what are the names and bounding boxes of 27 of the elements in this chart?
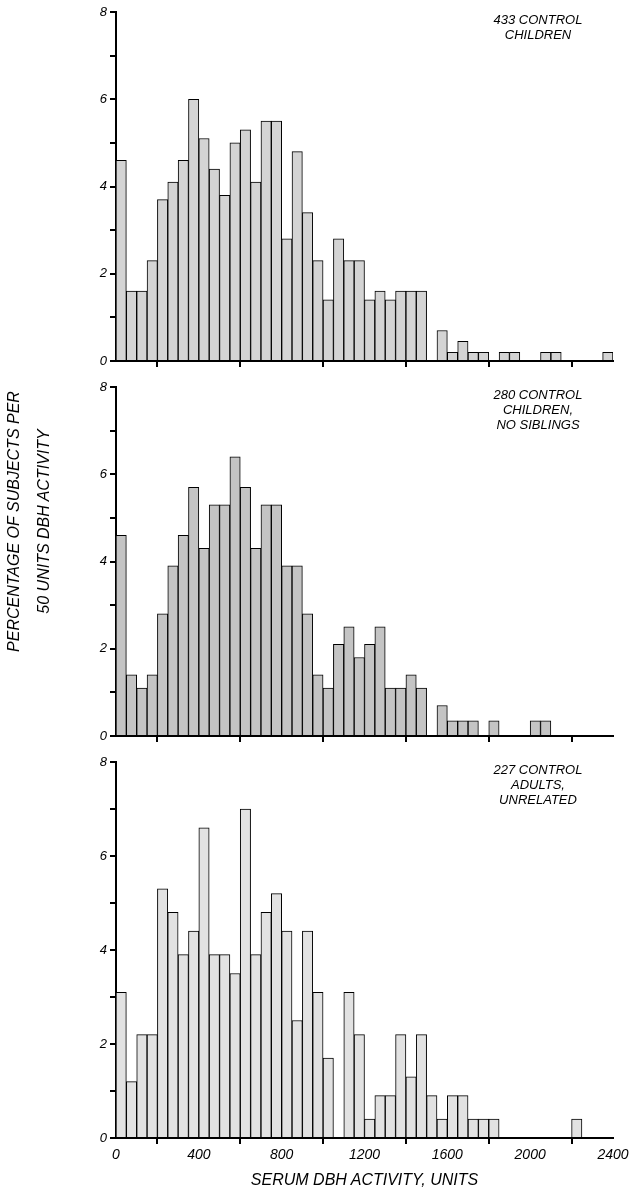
x-tick-label: 400 bbox=[187, 1146, 211, 1163]
annotation: 280 CONTROL CHILDREN, NO SIBLINGS bbox=[492, 387, 583, 433]
annotation: 433 CONTROL CHILDREN bbox=[493, 12, 583, 43]
y-tick-label: 4 bbox=[99, 553, 107, 569]
y-tick-label: 0 bbox=[99, 727, 108, 743]
x-tick-label: 0 bbox=[112, 1146, 121, 1163]
y-tick-label: 0 bbox=[99, 1129, 108, 1145]
y-tick-label: 2 bbox=[98, 1035, 108, 1051]
y-tick-label: 6 bbox=[99, 465, 108, 481]
y-tick-label: 8 bbox=[99, 753, 108, 769]
annotation: 227 CONTROL ADULTS, UNRELATED bbox=[492, 762, 583, 808]
x-axis-title: SERUM DBH ACTIVITY, UNITS bbox=[250, 1170, 479, 1188]
y-tick-label: 8 bbox=[99, 378, 108, 394]
x-tick-label: 1600 bbox=[431, 1146, 464, 1163]
x-tick-label: 2400 bbox=[596, 1146, 629, 1163]
x-tick-label: 800 bbox=[269, 1146, 294, 1163]
y-tick-label: 2 bbox=[98, 640, 108, 656]
y-tick-label: 2 bbox=[98, 265, 108, 281]
y-tick-label: 6 bbox=[99, 847, 108, 863]
y-tick-label: 4 bbox=[99, 941, 107, 957]
y-tick-label: 0 bbox=[99, 352, 108, 368]
y-tick-label: 4 bbox=[99, 178, 107, 194]
x-tick-label: 2000 bbox=[513, 1146, 546, 1163]
y-tick-label: 6 bbox=[99, 90, 108, 106]
y-axis-title: PERCENTAGE OF SUBJECTS PER 50 UNITS DBH ACTIVITY bbox=[5, 390, 53, 652]
y-tick-label: 8 bbox=[99, 3, 108, 19]
x-tick-label: 1200 bbox=[348, 1146, 381, 1163]
